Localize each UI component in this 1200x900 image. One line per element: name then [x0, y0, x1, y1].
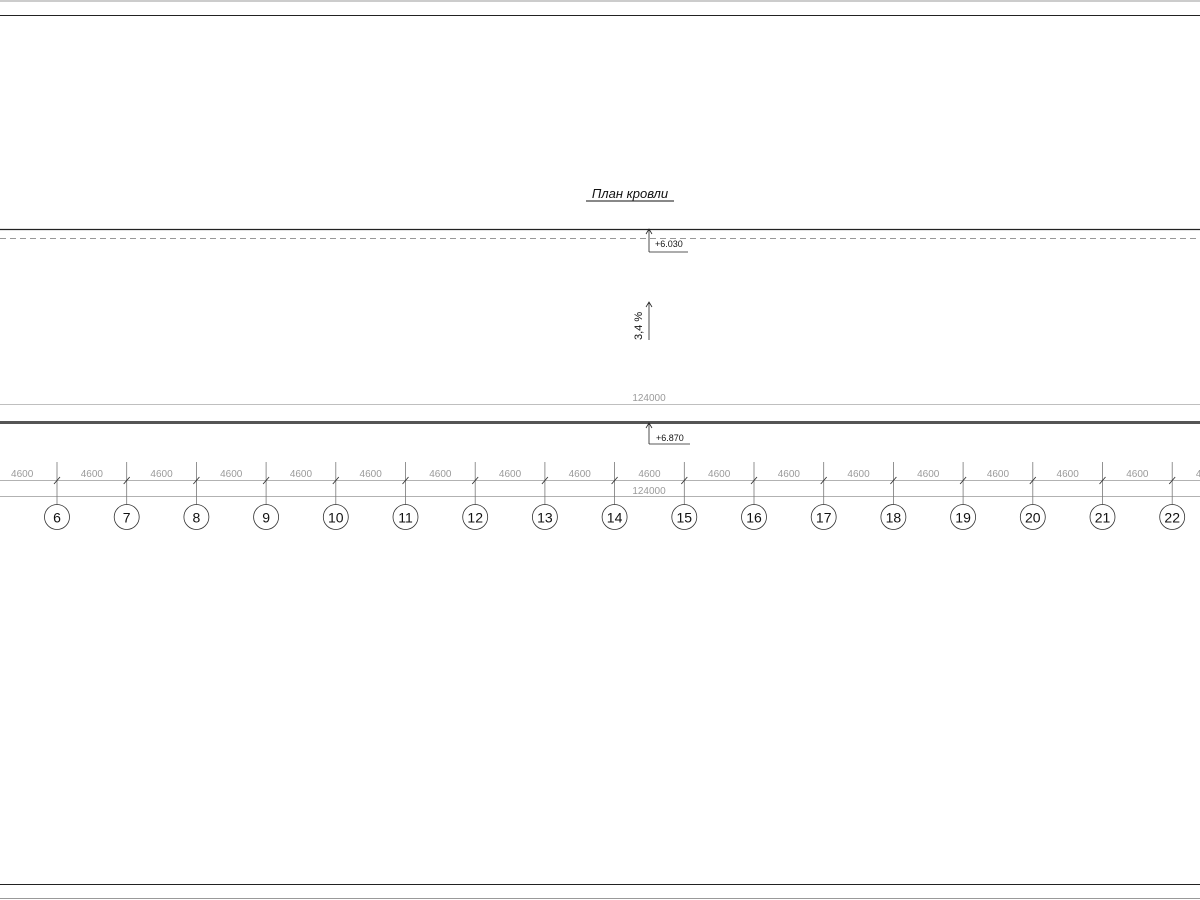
dimension-tick	[471, 476, 479, 485]
bay-dimension-label: 4600	[499, 469, 522, 480]
axis-bubble	[810, 504, 837, 530]
bay-dimension-label: 4600	[987, 469, 1010, 480]
axis-label: 9	[262, 510, 270, 526]
bay-dimension-label: 4600	[638, 469, 661, 480]
axis-bubble	[113, 504, 140, 530]
bay-dimension-label: 4600	[1057, 469, 1080, 480]
overall-dimension-top: 124000	[632, 393, 666, 404]
elevation-marker-bottom	[645, 422, 690, 445]
bay-dimension-label: 4600	[708, 469, 731, 480]
axis-bubble	[950, 504, 976, 530]
bay-dimension-label: 4600	[1196, 469, 1200, 480]
axis-bubble	[462, 504, 489, 530]
slope-arrow-icon	[645, 301, 653, 340]
dimension-tick	[820, 476, 828, 485]
dimension-tick	[262, 476, 270, 485]
overall-dimension-bottom: 124000	[632, 486, 666, 497]
dimension-tick	[193, 476, 200, 485]
bay-dimension-label: 4600	[1126, 469, 1149, 480]
dimension-tick	[332, 476, 340, 485]
axis-bubble	[1089, 504, 1116, 530]
axis-label: 14	[607, 510, 623, 526]
dimension-tick	[611, 476, 618, 485]
axis-bubble	[532, 504, 558, 530]
dimension-tick	[541, 476, 549, 485]
axis-bubble	[392, 504, 419, 530]
axis-label: 18	[886, 510, 902, 526]
axis-label: 7	[123, 510, 131, 526]
axis-label: 13	[537, 510, 553, 526]
axis-label: 22	[1164, 510, 1180, 526]
axis-bubble	[183, 504, 210, 530]
drawing-title: План кровли	[592, 186, 668, 201]
dimension-tick	[1168, 476, 1176, 485]
axis-bubble	[1019, 504, 1046, 530]
elevation-top: +6.030	[655, 239, 683, 249]
axis-label: 19	[955, 510, 971, 526]
axis-bubble	[880, 504, 907, 530]
dimension-tick	[750, 476, 758, 485]
bay-dimension-label: 4600	[778, 469, 801, 480]
bay-dimension-label: 4600	[81, 469, 104, 480]
axis-bubble	[253, 504, 280, 530]
axis-label: 6	[53, 510, 61, 526]
axis-label: 12	[467, 510, 483, 526]
axis-label: 8	[193, 510, 201, 526]
axis-bubble	[322, 504, 349, 530]
axis-label: 10	[328, 510, 344, 526]
bay-dimension-label: 4600	[11, 469, 34, 480]
axis-label: 20	[1025, 510, 1041, 526]
bay-dimension-label: 4600	[917, 469, 940, 480]
axis-label: 17	[816, 510, 832, 526]
bay-dimension-label: 4600	[429, 469, 452, 480]
axis-label: 15	[677, 510, 693, 526]
axis-bubble	[44, 504, 70, 530]
bay-dimension-label: 4600	[150, 469, 173, 480]
bay-dimension-label: 4600	[569, 469, 592, 480]
axis-label: 16	[746, 510, 762, 526]
slope-label: 3,4 %	[633, 312, 645, 340]
bay-dimension-label: 4600	[290, 469, 313, 480]
axis-label: 11	[398, 510, 413, 526]
bay-dimension-label: 4600	[360, 469, 383, 480]
elevation-marker-top	[645, 228, 688, 253]
dimension-tick	[123, 476, 131, 485]
axis-bubble	[741, 504, 767, 530]
dimension-tick	[53, 476, 61, 485]
dimension-tick	[680, 476, 688, 485]
dimension-tick	[402, 476, 409, 485]
axis-bubble	[671, 504, 698, 530]
elevation-bottom: +6.870	[656, 433, 684, 443]
axis-bubble	[601, 504, 628, 530]
bay-dimension-label: 4600	[220, 469, 243, 480]
dimension-tick	[890, 476, 897, 485]
dimension-tick	[959, 476, 967, 485]
axis-bubble	[1159, 504, 1186, 530]
bay-dimension-label: 4600	[847, 469, 870, 480]
dimension-tick	[1099, 476, 1106, 485]
dimension-tick	[1029, 476, 1037, 485]
axis-label: 21	[1095, 510, 1111, 526]
